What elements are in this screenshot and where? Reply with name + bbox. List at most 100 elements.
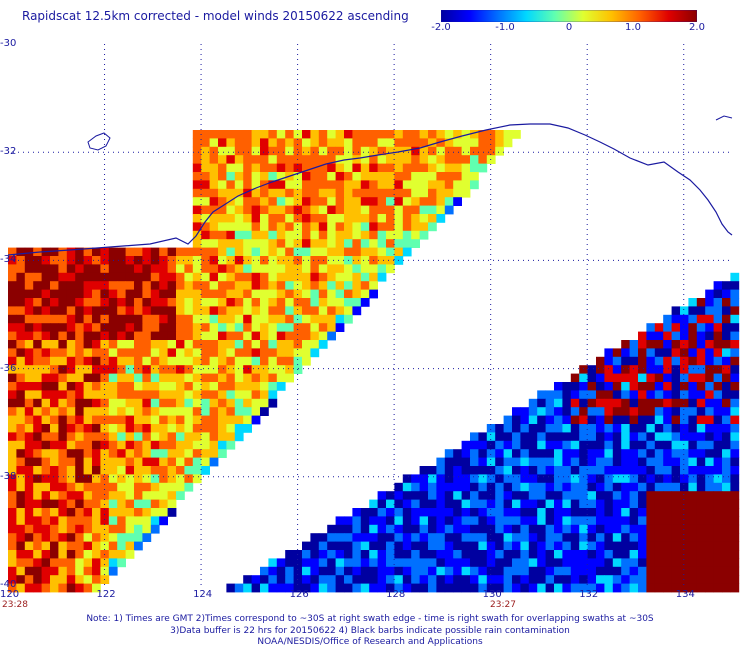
wind-difference-cell — [478, 533, 488, 542]
wind-difference-cell — [360, 566, 370, 576]
wind-difference-cell — [688, 424, 698, 433]
wind-difference-cell — [134, 466, 143, 475]
wind-difference-cell — [310, 281, 320, 290]
wind-difference-cell — [377, 575, 387, 584]
wind-difference-cell — [209, 457, 219, 467]
wind-difference-cell — [285, 281, 294, 290]
wind-difference-cell — [705, 550, 714, 559]
wind-difference-cell — [360, 516, 370, 526]
wind-difference-cell — [663, 508, 672, 517]
wind-difference-cell — [444, 558, 454, 568]
wind-difference-cell — [621, 558, 630, 568]
wind-difference-cell — [218, 424, 227, 433]
wind-difference-cell — [587, 474, 597, 484]
wind-difference-cell — [402, 499, 412, 509]
wind-difference-cell — [680, 466, 689, 475]
wind-difference-cell — [134, 323, 143, 332]
wind-difference-cell — [394, 482, 404, 492]
wind-difference-cell — [512, 491, 521, 500]
wind-difference-cell — [226, 172, 236, 181]
wind-difference-cell — [268, 373, 278, 383]
wind-difference-cell — [58, 550, 68, 559]
wind-difference-cell — [125, 550, 135, 559]
wind-difference-cell — [419, 155, 429, 164]
wind-difference-cell — [680, 365, 689, 374]
wind-difference-cell — [108, 491, 118, 500]
wind-difference-cell — [402, 130, 412, 139]
wind-difference-cell — [428, 163, 437, 173]
wind-difference-cell — [369, 583, 378, 593]
wind-difference-cell — [369, 197, 378, 206]
wind-difference-cell — [344, 566, 353, 576]
wind-difference-cell — [92, 247, 101, 257]
wind-difference-cell — [268, 146, 278, 156]
wind-difference-cell — [604, 365, 614, 374]
wind-difference-cell — [41, 508, 51, 517]
wind-difference-cell — [302, 172, 311, 181]
wind-difference-cell — [100, 466, 110, 475]
wind-difference-cell — [621, 533, 630, 542]
wind-difference-cell — [41, 356, 51, 366]
wind-difference-cell — [705, 365, 714, 374]
wind-difference-cell — [671, 474, 681, 484]
wind-difference-cell — [696, 398, 706, 408]
wind-difference-cell — [209, 356, 219, 366]
wind-difference-cell — [705, 298, 714, 307]
wind-difference-cell — [125, 508, 135, 517]
wind-difference-cell — [41, 272, 51, 282]
wind-difference-cell — [75, 398, 84, 408]
wind-difference-cell — [176, 272, 185, 282]
wind-difference-cell — [344, 222, 353, 232]
wind-difference-cell — [554, 516, 563, 526]
wind-difference-cell — [16, 348, 26, 358]
wind-difference-cell — [386, 583, 395, 593]
wind-difference-cell — [8, 272, 17, 282]
wind-difference-cell — [688, 390, 698, 400]
wind-difference-cell — [537, 491, 546, 500]
wind-difference-cell — [125, 466, 135, 475]
wind-difference-cell — [41, 348, 51, 358]
wind-difference-cell — [117, 365, 126, 374]
wind-difference-cell — [352, 205, 362, 215]
wind-difference-cell — [92, 432, 101, 442]
wind-difference-cell — [201, 247, 210, 257]
wind-difference-cell — [243, 390, 252, 400]
wind-difference-cell — [512, 499, 521, 509]
colorbar — [441, 10, 697, 22]
wind-difference-cell — [50, 558, 59, 568]
wind-difference-cell — [419, 575, 429, 584]
wind-difference-cell — [596, 432, 605, 442]
wind-difference-cell — [184, 407, 194, 416]
wind-difference-cell — [218, 382, 227, 391]
wind-difference-cell — [159, 365, 168, 374]
wind-difference-cell — [58, 524, 68, 534]
wind-difference-cell — [75, 390, 84, 400]
wind-difference-cell — [33, 533, 42, 542]
wind-difference-cell — [159, 340, 168, 349]
wind-difference-cell — [260, 575, 269, 584]
wind-difference-cell — [428, 550, 437, 559]
wind-difference-cell — [470, 550, 479, 559]
wind-difference-cell — [419, 205, 429, 215]
wind-difference-cell — [92, 457, 101, 467]
wind-difference-cell — [671, 407, 681, 416]
wind-difference-cell — [108, 482, 118, 492]
wind-difference-cell — [612, 474, 622, 484]
wind-difference-cell — [33, 424, 42, 433]
wind-difference-cell — [722, 474, 731, 484]
wind-difference-cell — [579, 373, 588, 383]
wind-difference-cell — [66, 373, 76, 383]
wind-difference-cell — [209, 407, 219, 416]
wind-difference-cell — [596, 457, 605, 467]
wind-difference-cell — [680, 482, 689, 492]
wind-difference-cell — [512, 474, 521, 484]
wind-difference-cell — [75, 373, 84, 383]
wind-difference-cell — [184, 281, 194, 290]
wind-difference-cell — [402, 146, 412, 156]
wind-difference-cell — [428, 172, 437, 181]
wind-difference-cell — [612, 390, 622, 400]
wind-difference-cell — [234, 323, 244, 332]
wind-difference-cell — [587, 524, 597, 534]
wind-difference-cell — [537, 575, 546, 584]
wind-difference-cell — [528, 398, 538, 408]
